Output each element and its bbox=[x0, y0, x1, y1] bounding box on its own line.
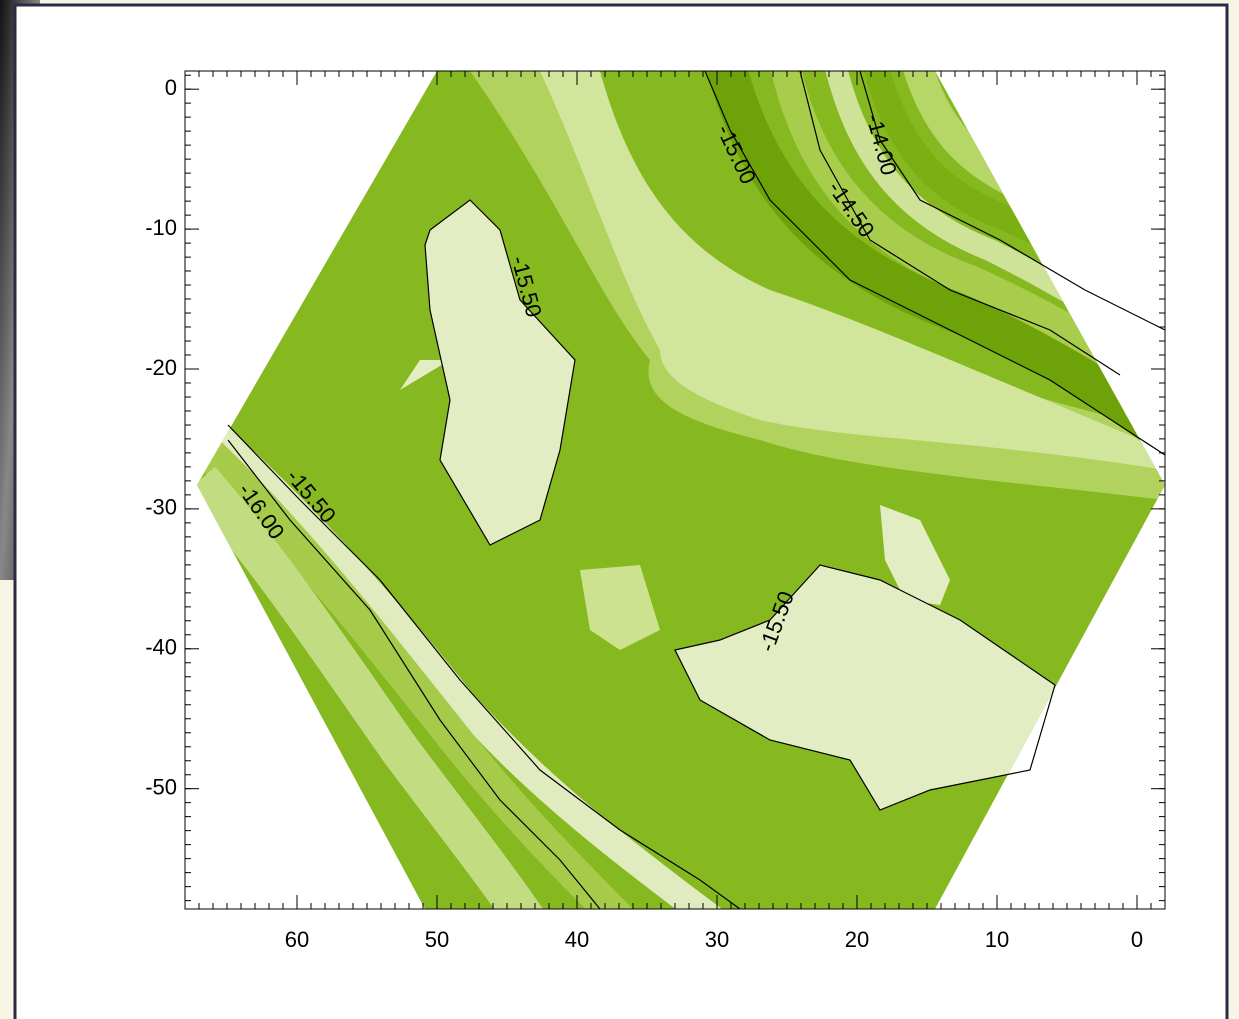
x-tick-label: 60 bbox=[285, 927, 309, 952]
y-tick-label: 0 bbox=[165, 75, 177, 100]
x-tick-label: 30 bbox=[705, 927, 729, 952]
y-tick-label: -10 bbox=[145, 215, 177, 240]
page: {"chart_data": {"type": "contour", "xlim… bbox=[0, 0, 1239, 1019]
y-tick-label: -40 bbox=[145, 635, 177, 660]
x-tick-label: 50 bbox=[425, 927, 449, 952]
x-tick-label: 0 bbox=[1131, 927, 1143, 952]
x-tick-label: 10 bbox=[985, 927, 1009, 952]
x-tick-label: 20 bbox=[845, 927, 869, 952]
x-tick-label: 40 bbox=[565, 927, 589, 952]
screen: -14.00-14.50-15.00-15.50-15.50-16.00-15.… bbox=[0, 0, 1239, 1019]
y-tick-label: -30 bbox=[145, 495, 177, 520]
y-tick-label: -20 bbox=[145, 355, 177, 380]
y-tick-label: -50 bbox=[145, 774, 177, 799]
